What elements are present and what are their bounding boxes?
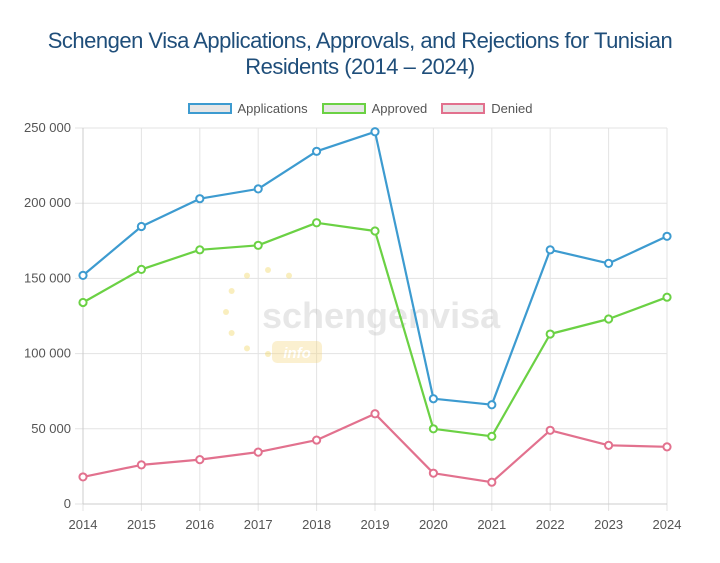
y-tick-label: 150 000 [24, 270, 71, 285]
data-point-applications [136, 221, 146, 232]
data-point-applications [545, 245, 555, 255]
data-point-applications [428, 394, 438, 404]
svg-text:info: info [283, 345, 311, 362]
legend-item-applications[interactable]: Applications [187, 101, 308, 116]
data-point-applications [253, 184, 263, 194]
data-point-denied [253, 447, 263, 457]
data-point-applications [604, 258, 614, 268]
y-tick-label: 100 000 [24, 346, 71, 361]
legend-item-approved[interactable]: Approved [321, 101, 428, 116]
y-tick-label: 0 [64, 496, 71, 511]
data-point-denied [370, 409, 380, 419]
data-point-denied [136, 460, 146, 470]
data-point-applications [370, 127, 380, 137]
data-point-denied [487, 477, 497, 487]
legend-swatch-applications [187, 103, 232, 114]
legend-swatch-denied [441, 103, 486, 114]
data-point-denied [604, 440, 614, 450]
x-tick-label: 2019 [361, 517, 390, 532]
data-point-denied [78, 472, 88, 482]
data-point-approved [195, 245, 205, 255]
data-point-denied [428, 468, 438, 478]
x-tick-label: 2020 [419, 517, 448, 532]
x-tick-label: 2024 [653, 517, 682, 532]
chart-title: Schengen Visa Applications, Approvals, a… [47, 28, 673, 79]
x-tick-label: 2014 [69, 517, 98, 532]
legend-swatch-approved [321, 103, 366, 114]
data-point-denied [662, 442, 672, 452]
data-point-denied [545, 425, 555, 435]
data-point-approved [428, 424, 438, 434]
data-point-approved [545, 329, 555, 339]
data-point-approved [136, 264, 146, 274]
data-point-applications [78, 270, 88, 280]
x-tick-label: 2015 [127, 517, 156, 532]
x-tick-label: 2023 [594, 517, 623, 532]
watermark-logo: schengenvisa info [223, 267, 501, 363]
legend-item-denied[interactable]: Denied [441, 101, 532, 116]
svg-text:schengenvisa: schengenvisa [262, 295, 501, 336]
data-point-approved [253, 240, 263, 250]
legend-label-approved: Approved [371, 101, 428, 116]
x-tick-label: 2016 [185, 517, 214, 532]
legend-label-applications: Applications [237, 101, 308, 116]
legend-label-denied: Denied [491, 101, 533, 116]
data-point-applications [312, 146, 322, 156]
data-point-approved [78, 297, 88, 308]
data-point-denied [312, 435, 322, 445]
x-tick-label: 2021 [477, 517, 506, 532]
data-point-applications [195, 194, 205, 204]
data-point-approved [312, 218, 322, 228]
x-tick-label: 2022 [536, 517, 565, 532]
x-tick-label: 2017 [244, 517, 273, 532]
data-point-denied [195, 455, 205, 465]
y-tick-label: 50 000 [31, 421, 71, 436]
data-point-applications [487, 400, 497, 410]
y-tick-label: 250 000 [24, 120, 71, 135]
legend: Applications Approved Denied [0, 101, 720, 116]
data-point-applications [662, 231, 672, 241]
data-point-approved [662, 292, 672, 302]
data-point-approved [370, 226, 380, 236]
y-tick-label: 200 000 [24, 195, 71, 210]
data-point-approved [604, 314, 614, 324]
x-tick-label: 2018 [302, 517, 331, 532]
data-point-approved [487, 431, 497, 441]
